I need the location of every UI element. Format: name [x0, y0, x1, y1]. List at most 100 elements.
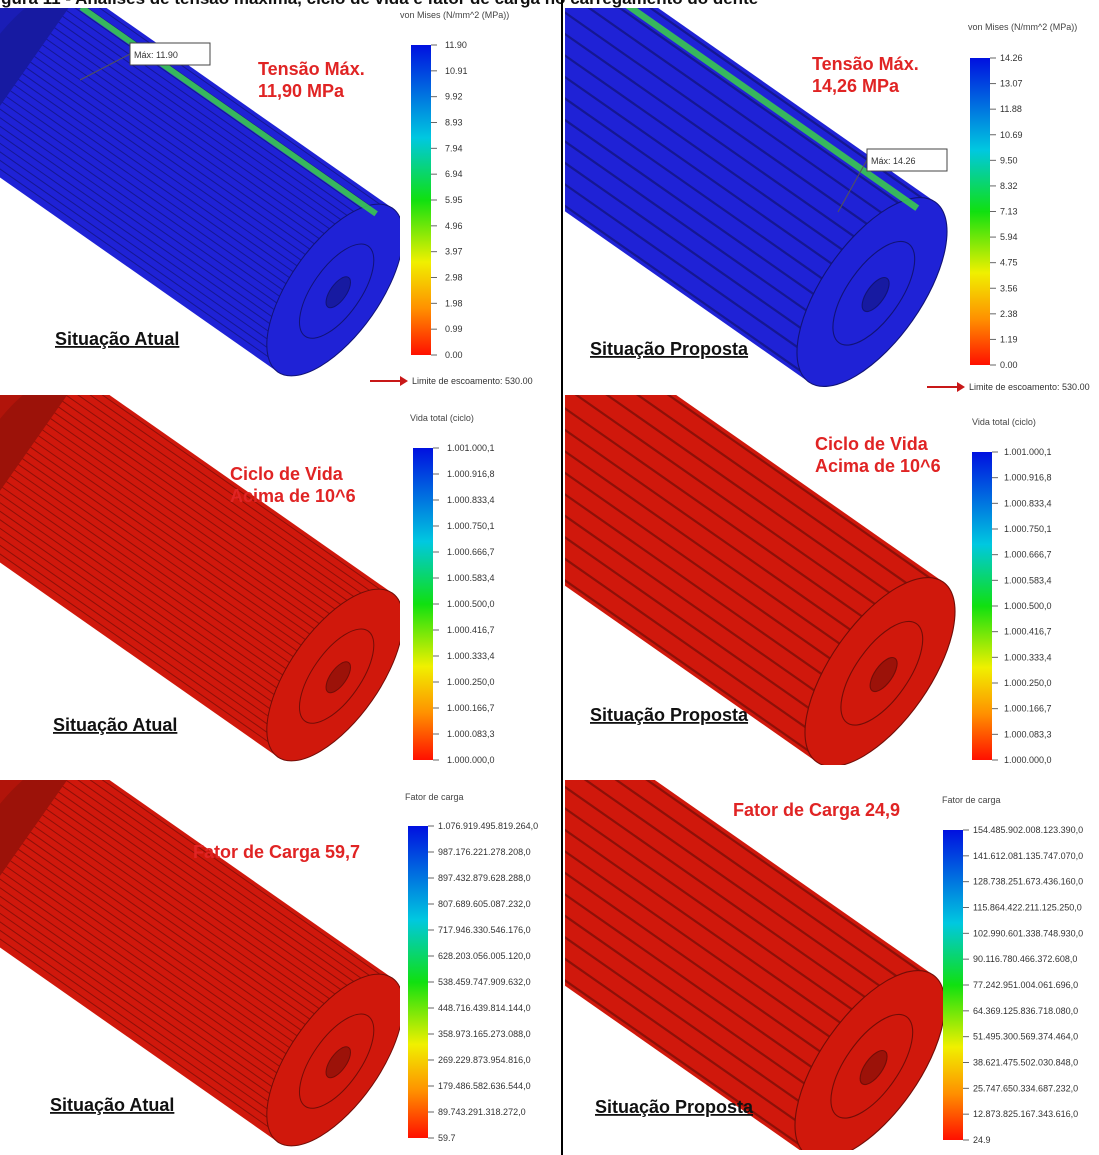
legend-tick-label: 115.864.422.211.125.250,0: [973, 903, 1082, 913]
annotation: Tensão Máx.: [812, 54, 919, 74]
annotation: Ciclo de Vida: [815, 434, 929, 454]
legend-tick-label: 717.946.330.546.176,0: [438, 925, 531, 935]
legend-tick-label: 448.716.439.814.144,0: [438, 1003, 531, 1013]
legend-title: Fator de carga: [405, 792, 464, 802]
annotation: Ciclo de Vida: [230, 464, 344, 484]
color-bar: [411, 45, 431, 355]
legend-tick-label: 12.873.825.167.343.616,0: [973, 1109, 1078, 1119]
legend-tick-label: 538.459.747.909.632,0: [438, 977, 531, 987]
legend-tick-label: 0.00: [1000, 360, 1018, 370]
callout-text: Máx: 14.26: [871, 156, 916, 166]
situation-label: Situação Proposta: [590, 705, 749, 725]
legend-tick-label: 1.000.666,7: [447, 547, 495, 557]
legend-tick-label: 0.99: [445, 324, 463, 334]
legend-tick-label: 1.000.500,0: [447, 599, 495, 609]
legend-tick-label: 24.9: [973, 1135, 991, 1145]
legend-title: von Mises (N/mm^2 (MPa)): [968, 22, 1077, 32]
legend-tick-label: 1.98: [445, 298, 463, 308]
legend-tick-label: 141.612.081.135.747.070,0: [973, 851, 1083, 861]
situation-label: Situação Atual: [55, 329, 179, 349]
legend-tick-label: 4.96: [445, 221, 463, 231]
legend-title: Vida total (ciclo): [972, 417, 1036, 427]
legend-tick-label: 10.91: [445, 66, 468, 76]
legend-tick-label: 1.000.750,1: [447, 521, 495, 531]
page: Figura 11 - Análises de tensão máxima, c…: [0, 0, 1099, 1155]
legend-tick-label: 1.000.916,8: [447, 469, 495, 479]
yield-limit: Limite de escoamento: 530.00: [412, 376, 533, 386]
legend-tick-label: 1.000.500,0: [1004, 601, 1052, 611]
legend-tick-label: 8.32: [1000, 181, 1018, 191]
legend-tick-label: 38.621.475.502.030.848,0: [973, 1058, 1078, 1068]
annotation: Acima de 10^6: [815, 456, 941, 476]
legend-tick-label: 1.000.000,0: [447, 755, 495, 765]
legend-tick-label: 11.90: [445, 40, 467, 50]
color-bar: [408, 826, 428, 1138]
legend-tick-label: 102.990.601.338.748.930,0: [973, 928, 1083, 938]
situation-label: Situação Atual: [50, 1095, 174, 1115]
legend-tick-label: 1.000.333,4: [1004, 652, 1052, 662]
legend-tick-label: 1.000.416,7: [447, 625, 495, 635]
annotation: 11,90 MPa: [258, 81, 345, 101]
legend-tick-label: 897.432.879.628.288,0: [438, 873, 531, 883]
legend-tick-label: 1.000.416,7: [1004, 627, 1052, 637]
legend-tick-label: 6.94: [445, 169, 463, 179]
legend-tick-label: 9.92: [445, 92, 463, 102]
legend-tick-label: 25.747.650.334.687.232,0: [973, 1083, 1078, 1093]
legend-tick-label: 4.75: [1000, 258, 1018, 268]
legend-tick-label: 358.973.165.273.088,0: [438, 1029, 531, 1039]
legend-tick-label: 8.93: [445, 118, 463, 128]
legend-tick-label: 3.56: [1000, 283, 1018, 293]
legend-tick-label: 1.000.166,7: [1004, 704, 1052, 714]
color-bar: [943, 830, 963, 1140]
legend-tick-label: 1.076.919.495.819.264,0: [438, 821, 538, 831]
legend-tick-label: 1.000.583,4: [447, 573, 495, 583]
legend-tick-label: 1.000.750,1: [1004, 524, 1052, 534]
legend-tick-label: 14.26: [1000, 53, 1023, 63]
legend-tick-label: 269.229.873.954.816,0: [438, 1055, 531, 1065]
header-title: Figura 11 - Análises de tensão máxima, c…: [0, 0, 758, 8]
color-bar: [413, 448, 433, 760]
legend-tick-label: 90.116.780.466.372.608,0: [973, 954, 1077, 964]
annotation: Fator de Carga 24,9: [733, 800, 900, 820]
color-bar: [972, 452, 992, 760]
legend-tick-label: 1.000.333,4: [447, 651, 495, 661]
legend-tick-label: 1.000.250,0: [1004, 678, 1052, 688]
legend-tick-label: 1.000.583,4: [1004, 575, 1052, 585]
legend-tick-label: 1.000.666,7: [1004, 550, 1052, 560]
yield-arrow-head: [957, 382, 965, 392]
yield-limit: Limite de escoamento: 530.00: [969, 382, 1090, 392]
yield-arrow-head: [400, 376, 408, 386]
legend-tick-label: 628.203.056.005.120,0: [438, 951, 531, 961]
legend-tick-label: 11.88: [1000, 104, 1022, 114]
legend-tick-label: 1.000.833,4: [447, 495, 495, 505]
legend-tick-label: 179.486.582.636.544,0: [438, 1081, 531, 1091]
legend-tick-label: 9.50: [1000, 155, 1018, 165]
situation-label: Situação Proposta: [595, 1097, 754, 1117]
legend-tick-label: 1.001.000,1: [447, 443, 495, 453]
legend-tick-label: 1.001.000,1: [1004, 447, 1052, 457]
legend-tick-label: 2.98: [445, 273, 463, 283]
legend-tick-label: 10.69: [1000, 130, 1023, 140]
legend-tick-label: 7.94: [445, 143, 463, 153]
legend-tick-label: 154.485.902.008.123.390,0: [973, 825, 1083, 835]
legend-title: Fator de carga: [942, 795, 1001, 805]
legend-tick-label: 7.13: [1000, 207, 1018, 217]
legend-tick-label: 1.000.083,3: [1004, 729, 1052, 739]
legend-tick-label: 64.369.125.836.718.080,0: [973, 1006, 1078, 1016]
annotation: 14,26 MPa: [812, 76, 900, 96]
legend-tick-label: 987.176.221.278.208,0: [438, 847, 531, 857]
color-bar: [970, 58, 990, 365]
legend-tick-label: 5.94: [1000, 232, 1018, 242]
legend-tick-label: 1.000.833,4: [1004, 498, 1052, 508]
legend-tick-label: 89.743.291.318.272,0: [438, 1107, 526, 1117]
legend-tick-label: 51.495.300.569.374.464,0: [973, 1032, 1078, 1042]
situation-label: Situação Atual: [53, 715, 177, 735]
legend-tick-label: 807.689.605.087.232,0: [438, 899, 531, 909]
legend-tick-label: 1.000.916,8: [1004, 473, 1052, 483]
legend-tick-label: 1.000.166,7: [447, 703, 495, 713]
legend-tick-label: 0.00: [445, 350, 463, 360]
legend-title: von Mises (N/mm^2 (MPa)): [400, 10, 509, 20]
annotation: Acima de 10^6: [230, 486, 356, 506]
legend-tick-label: 59.7: [438, 1133, 456, 1143]
legend-tick-label: 1.000.083,3: [447, 729, 495, 739]
